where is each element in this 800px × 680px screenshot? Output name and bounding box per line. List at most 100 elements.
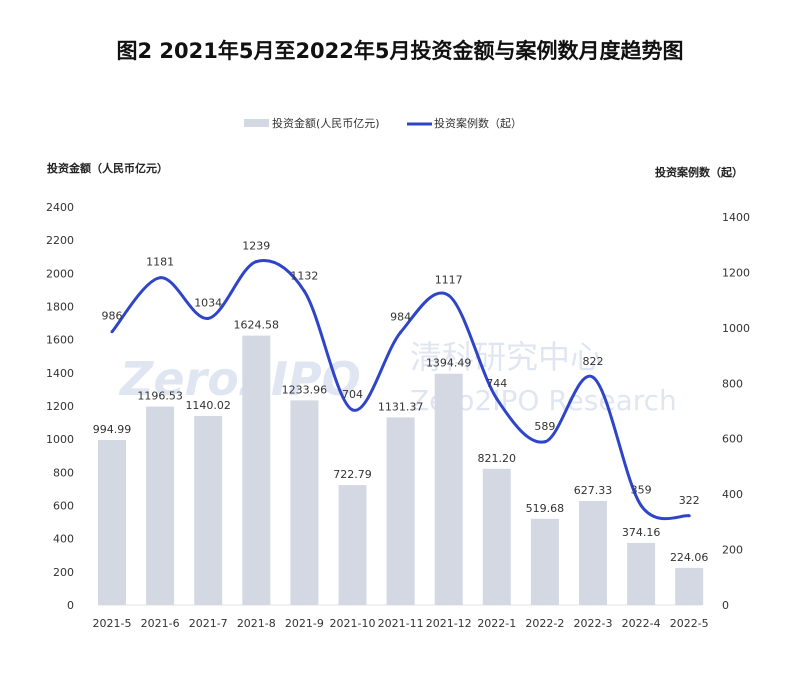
- line-value-label: 984: [390, 310, 411, 323]
- line-point: [110, 330, 114, 334]
- x-tick-label: 2021-11: [378, 617, 424, 630]
- y-right-tick-label: 600: [722, 433, 743, 446]
- bar-value-label: 1394.49: [426, 357, 472, 370]
- line-series: 986 1181 1034 1239 1132 704 984 1117 744 589 822 35…: [102, 240, 700, 521]
- line-point: [447, 293, 451, 297]
- y-left-tick-label: 1600: [46, 334, 74, 347]
- x-tick-label: 2022-4: [622, 617, 661, 630]
- y-axis-right-title: 投资案例数（起）: [655, 165, 743, 179]
- y-right-tick-label: 1000: [722, 322, 750, 335]
- bar: [386, 417, 415, 605]
- y-right-tick-label: 200: [722, 544, 743, 557]
- x-axis-ticks: 2021-5 2021-6 2021-7 2021-8 2021-9 2021-10 202…: [93, 617, 709, 630]
- line-point: [495, 397, 499, 401]
- x-tick-label: 2022-2: [525, 617, 564, 630]
- y-left-tick-label: 0: [67, 599, 74, 612]
- bar-value-label: 1131.37: [378, 400, 424, 413]
- y-left-tick-label: 1400: [46, 367, 74, 380]
- bar-value-label: 627.33: [574, 484, 613, 497]
- y-right-tick-label: 1200: [722, 266, 750, 279]
- line-point: [158, 276, 162, 280]
- legend-bar-label: 投资金额(人民币亿元): [272, 116, 380, 130]
- line-point: [687, 514, 691, 518]
- line-point: [254, 260, 258, 264]
- y-left-tick-label: 1200: [46, 400, 74, 413]
- y-left-tick-label: 600: [53, 500, 74, 513]
- y-right-tick-label: 800: [722, 377, 743, 390]
- legend: 投资金额(人民币亿元) 投资案例数（起）: [244, 116, 522, 130]
- bar: [338, 485, 367, 605]
- y-axis-left-title: 投资金额（人民币亿元）: [47, 161, 168, 175]
- bar-value-label: 224.06: [670, 551, 709, 564]
- y-left-tick-label: 400: [53, 533, 74, 546]
- y-left-tick-label: 200: [53, 566, 74, 579]
- line-value-label: 986: [102, 310, 123, 323]
- line-value-label: 1181: [146, 256, 174, 269]
- x-tick-label: 2022-5: [670, 617, 709, 630]
- bar-value-label: 1624.58: [234, 319, 280, 332]
- y-axis-right-ticks: 0 200 400 600 800 1000 1200 1400: [722, 211, 750, 612]
- watermark: Zero2IPO 清科研究中心 Zero2IPO Research: [118, 338, 677, 417]
- bar: [290, 400, 319, 605]
- line-point: [351, 408, 354, 412]
- line-value-label: 1239: [242, 240, 270, 253]
- y-left-tick-label: 1000: [46, 433, 74, 446]
- y-axis-left-ticks: 0 200 400 600 800 1000 1200 1400 1600 1800 2000 220…: [46, 201, 74, 612]
- line-point: [543, 440, 547, 444]
- watermark-cn: 清科研究中心: [410, 338, 602, 376]
- bar: [194, 415, 223, 605]
- bar: [627, 542, 656, 605]
- line-point: [206, 316, 210, 320]
- y-left-tick-label: 800: [53, 466, 74, 479]
- bar-value-label: 1140.02: [185, 399, 231, 412]
- line-value-label: 744: [486, 377, 507, 390]
- legend-line-label: 投资案例数（起）: [434, 116, 522, 130]
- y-left-tick-label: 2200: [46, 234, 74, 247]
- x-tick-label: 2021-9: [285, 617, 324, 630]
- bar-value-label: 994.99: [93, 423, 132, 436]
- bar: [98, 439, 126, 605]
- bar: [482, 468, 511, 605]
- bar: [146, 406, 175, 605]
- y-right-tick-label: 0: [722, 599, 729, 612]
- x-tick-label: 2021-8: [237, 617, 276, 630]
- line-point: [302, 289, 306, 293]
- watermark-logo: Zero2IPO: [118, 352, 361, 406]
- chart-title: 图2 2021年5月至2022年5月投资金额与案例数月度趋势图: [116, 39, 683, 63]
- line-point: [639, 504, 643, 508]
- bar-value-label: 519.68: [526, 502, 565, 515]
- bar: [675, 567, 704, 605]
- bar: [242, 335, 271, 605]
- y-left-tick-label: 2400: [46, 201, 74, 214]
- line-value-label: 1034: [194, 296, 222, 309]
- x-tick-label: 2021-12: [426, 617, 472, 630]
- bar: [530, 518, 559, 605]
- x-tick-label: 2021-6: [141, 617, 180, 630]
- line-value-label: 359: [631, 484, 652, 497]
- line-point: [591, 375, 595, 379]
- y-left-tick-label: 2000: [46, 267, 74, 280]
- bar: [434, 373, 463, 605]
- bar-value-label: 1196.53: [137, 390, 183, 403]
- line-value-label: 704: [342, 388, 363, 401]
- bar-value-label: 821.20: [478, 452, 517, 465]
- y-right-tick-label: 1400: [722, 211, 750, 224]
- y-right-tick-label: 400: [722, 488, 743, 501]
- y-left-tick-label: 1800: [46, 301, 74, 314]
- x-tick-label: 2022-1: [477, 617, 516, 630]
- bar-value-label: 722.79: [333, 468, 372, 481]
- x-tick-label: 2021-7: [189, 617, 228, 630]
- line-value-label: 1132: [290, 269, 318, 282]
- bar-value-label: 1233.96: [282, 383, 328, 396]
- bar: [579, 500, 607, 605]
- line-value-label: 589: [534, 420, 555, 433]
- bar-value-label: 374.16: [622, 526, 661, 539]
- legend-bar-swatch: [244, 119, 269, 127]
- line-value-label: 1117: [435, 273, 463, 286]
- x-tick-label: 2021-5: [93, 617, 132, 630]
- line-value-label: 322: [679, 494, 700, 507]
- line-value-label: 822: [583, 355, 604, 368]
- line-point: [399, 330, 403, 334]
